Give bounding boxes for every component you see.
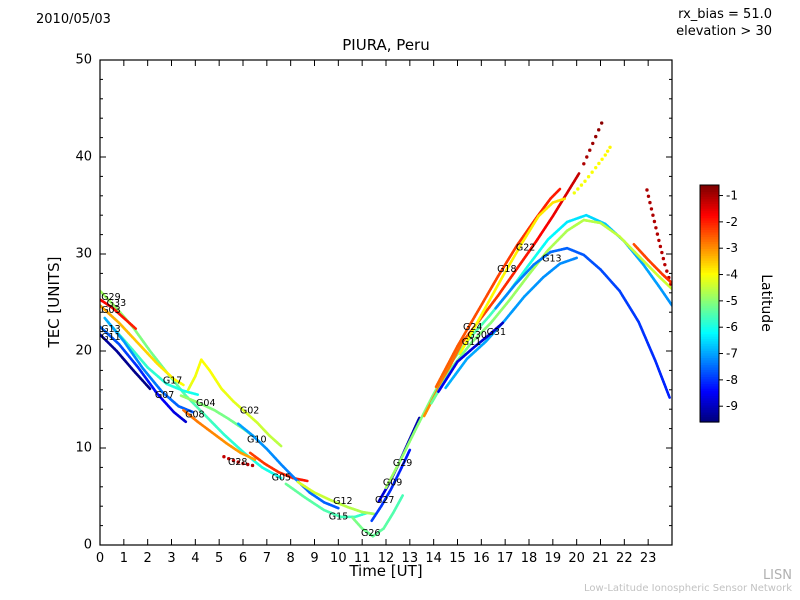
colorbar-tick-label: -2 [726, 215, 738, 229]
colorbar-tick-label: -3 [726, 241, 738, 255]
rx-bias-text: rx_bias = 51.0 [678, 7, 772, 22]
y-tick-label: 30 [75, 247, 92, 262]
satellite-label: G08 [185, 410, 204, 421]
x-tick-label: 13 [402, 551, 419, 566]
satellite-label: G27 [375, 495, 394, 506]
x-tick-label: 10 [330, 551, 347, 566]
satellite-label: G10 [247, 435, 266, 446]
satellite-label: G33 [107, 298, 126, 309]
x-tick-label: 21 [592, 551, 609, 566]
satellite-label: G02 [240, 406, 259, 417]
satellite-label: G13 [542, 253, 561, 264]
satellite-label: G15 [329, 511, 348, 522]
satellite-label: G11 [462, 337, 481, 348]
satellite-label: G09 [383, 477, 402, 488]
y-tick-label: 20 [75, 344, 92, 359]
x-tick-label: 2 [144, 551, 152, 566]
colorbar: -1 -2 -3 -4 -5 -6 -7 -8 -9 [699, 184, 738, 423]
colorbar-tick-label: -1 [726, 189, 738, 203]
satellite-label: G26 [361, 528, 380, 539]
satellite-traces [100, 121, 672, 538]
plot-border [99, 59, 673, 546]
colorbar-tick-label: -6 [726, 320, 738, 334]
x-tick-label: 5 [215, 551, 223, 566]
colorbar-tick-label: -4 [726, 268, 738, 282]
axes: 0 1 2 3 4 5 6 7 8 9 10 11 12 13 14 15 16 17 18 19 20 21 22 2301… [75, 53, 673, 566]
x-tick-label: 11 [354, 551, 371, 566]
receiver-annotations: rx_bias = 51.0 elevation > 30 [676, 7, 772, 41]
x-tick-label: 9 [310, 551, 318, 566]
satellite-label: G29 [393, 458, 412, 469]
colorbar-tick-label: -5 [726, 294, 738, 308]
x-tick-label: 12 [378, 551, 395, 566]
satellite-label: G24 [463, 322, 482, 333]
satellite-label: G30 [468, 330, 487, 341]
satellite-label: G05 [272, 473, 291, 484]
x-axis-label: Time [UT] [349, 562, 423, 580]
x-tick-label: 1 [120, 551, 128, 566]
date-annotation: 2010/05/03 [36, 12, 111, 27]
satellite-label: G04 [196, 398, 215, 409]
satellite-label: G12 [333, 496, 352, 507]
x-tick-label: 19 [545, 551, 562, 566]
x-tick-label: 6 [239, 551, 247, 566]
y-tick-label: 40 [75, 150, 92, 165]
y-tick-label: 10 [75, 441, 92, 456]
x-tick-label: 23 [640, 551, 657, 566]
x-tick-label: 17 [497, 551, 514, 566]
x-tick-label: 15 [449, 551, 466, 566]
x-tick-label: 0 [96, 551, 104, 566]
elevation-text: elevation > 30 [676, 23, 772, 39]
satellite-label: G03 [101, 305, 120, 316]
satellite-labels: G29G33G03G13G11G17G07G02G04G08G28G05G10G… [101, 243, 561, 539]
satellite-label: G17 [163, 376, 182, 387]
satellite-label: G11 [101, 332, 120, 343]
satellite-label: G22 [516, 243, 535, 254]
colorbar-tick-label: -8 [726, 373, 738, 387]
y-tick-label: 0 [84, 538, 92, 553]
x-tick-label: 14 [425, 551, 442, 566]
satellite-label: G13 [101, 324, 120, 335]
x-tick-label: 18 [521, 551, 538, 566]
lisn-footer: LISN Low-Latitude Ionospheric Sensor Net… [584, 568, 792, 594]
x-tick-label: 7 [263, 551, 271, 566]
x-tick-label: 3 [167, 551, 175, 566]
y-tick-label: 50 [75, 53, 92, 68]
x-tick-label: 20 [568, 551, 585, 566]
x-tick-label: 22 [616, 551, 633, 566]
x-tick-label: 16 [473, 551, 490, 566]
x-tick-label: 4 [191, 551, 199, 566]
x-tick-label: 8 [287, 551, 295, 566]
colorbar-tick-label: -7 [726, 347, 738, 361]
satellite-label: G28 [228, 457, 247, 468]
satellite-label: G18 [497, 264, 516, 275]
satellite-label: G07 [155, 390, 174, 401]
colorbar-tick-label: -9 [726, 399, 738, 413]
satellite-label: G31 [487, 327, 506, 338]
lisn-network-name: Low-Latitude Ionospheric Sensor Network [584, 583, 792, 594]
satellite-label: G29 [101, 292, 120, 303]
lisn-brand: LISN [762, 568, 792, 583]
plot-title: PIURA, Peru [342, 36, 430, 54]
